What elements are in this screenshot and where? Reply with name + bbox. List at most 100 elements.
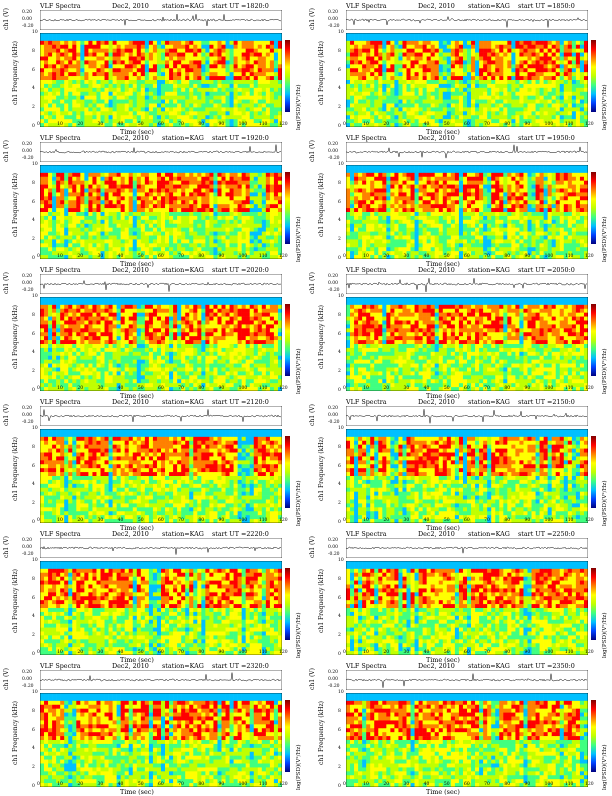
spectrogram-cell <box>222 96 226 100</box>
spectrogram-cell <box>427 204 431 208</box>
spectrogram-cell <box>552 84 556 88</box>
spectrogram-cell <box>572 49 576 53</box>
spectrogram-cell <box>84 192 88 196</box>
spectrogram-cell <box>44 196 48 200</box>
spectrogram-cell <box>56 100 60 104</box>
spectrogram-cell <box>217 115 221 119</box>
spectrogram-cell <box>56 57 60 61</box>
spectrogram-cell <box>374 177 378 181</box>
spectrogram-cell <box>169 104 173 108</box>
spectrogram-cell <box>64 115 68 119</box>
spectrogram-cell <box>238 247 242 251</box>
spectrogram-cell <box>56 236 60 240</box>
spectrogram-cell <box>145 196 149 200</box>
spectrogram-cell <box>201 115 205 119</box>
spectrogram-cell <box>88 72 92 76</box>
spectrogram-cell <box>386 115 390 119</box>
spectrogram-cell <box>242 177 246 181</box>
spectrogram-cell <box>584 88 588 92</box>
spectrogram-cell <box>197 208 201 212</box>
spectrogram-cell <box>109 239 113 243</box>
spectrogram-cell <box>407 189 411 193</box>
spectrogram-cell <box>443 107 447 111</box>
spectrogram-cell <box>455 57 459 61</box>
spectrogram-cell <box>435 37 439 41</box>
spectrogram-cell <box>125 96 129 100</box>
spectrogram-cell <box>439 80 443 84</box>
spectrogram-cell <box>394 60 398 64</box>
spectrogram-cell <box>511 107 515 111</box>
spectrogram-cell <box>213 247 217 251</box>
spectrogram-cell <box>121 111 125 115</box>
spectrogram-cell <box>44 243 48 247</box>
spectrogram-cell <box>435 169 439 173</box>
spectrogram-cell <box>556 72 560 76</box>
spectrogram-cell <box>354 72 358 76</box>
spectrogram-cell <box>169 76 173 80</box>
ts-frame <box>40 142 282 162</box>
spectrogram-cell <box>278 228 282 232</box>
spectrogram-cell <box>234 100 238 104</box>
spectrogram-cell <box>129 57 133 61</box>
spectrogram-cell <box>536 88 540 92</box>
spectrogram-cell <box>84 123 88 127</box>
spectrogram-cell <box>370 239 374 243</box>
spectrogram-cell <box>230 123 234 127</box>
spectrogram-cell <box>242 200 246 204</box>
spectrogram-cell <box>113 45 117 49</box>
spectrogram-cell <box>532 88 536 92</box>
spectrogram-cell <box>386 64 390 68</box>
spectrogram-cell <box>266 104 270 108</box>
spectrogram-cell <box>56 53 60 57</box>
spectrogram-cell <box>209 173 213 177</box>
spectrogram-cell <box>274 123 278 127</box>
spectrogram-cell <box>415 208 419 212</box>
spectrogram-cell <box>523 64 527 68</box>
spectrogram-cell <box>213 84 217 88</box>
spectrogram-cell <box>427 212 431 216</box>
spectrogram-cell <box>515 68 519 72</box>
spectrogram-cell <box>44 107 48 111</box>
spectrogram-cell <box>507 84 511 88</box>
spectrogram-cell <box>479 92 483 96</box>
spectrogram-cell <box>499 115 503 119</box>
spectrogram-cell <box>157 181 161 185</box>
spectrogram-cell <box>117 216 121 220</box>
spectrogram-cell <box>270 72 274 76</box>
spectrogram-cell <box>226 192 230 196</box>
spectrogram-cell <box>217 177 221 181</box>
spectrogram-cell <box>149 251 153 255</box>
spectrogram-cell <box>386 232 390 236</box>
spectrogram-cell <box>443 72 447 76</box>
spectrogram-cell <box>185 100 189 104</box>
spectrogram-cell <box>556 57 560 61</box>
spectrogram-cell <box>238 33 242 37</box>
spectrogram-cell <box>80 196 84 200</box>
spectrogram-cell <box>161 33 165 37</box>
spectrogram-cell <box>419 123 423 127</box>
spectrogram-cell <box>544 45 548 49</box>
spectrogram-cell <box>358 100 362 104</box>
spectrogram-cell <box>487 45 491 49</box>
spectrogram-cell <box>471 64 475 68</box>
spectrogram-cell <box>536 33 540 37</box>
spectrogram-cell <box>145 92 149 96</box>
spectrogram-cell <box>254 41 258 45</box>
spectrogram-cell <box>511 53 515 57</box>
spectrogram-cell <box>370 88 374 92</box>
spectrogram-cell <box>262 41 266 45</box>
spectrogram-cell <box>105 92 109 96</box>
spectrogram-cell <box>390 251 394 255</box>
spectrogram-cell <box>266 37 270 41</box>
spectrogram-cell <box>386 96 390 100</box>
spectrogram-cell <box>141 57 145 61</box>
spectrogram-cell <box>254 100 258 104</box>
spectrogram-cell <box>76 53 80 57</box>
spectrogram-cell <box>197 84 201 88</box>
spectrogram-cell <box>459 33 463 37</box>
spectrogram-cell <box>378 173 382 177</box>
spectrogram-cell <box>411 212 415 216</box>
spectrogram-cell <box>350 45 354 49</box>
spectrogram-cell <box>48 119 52 123</box>
spectrogram-cell <box>60 224 64 228</box>
